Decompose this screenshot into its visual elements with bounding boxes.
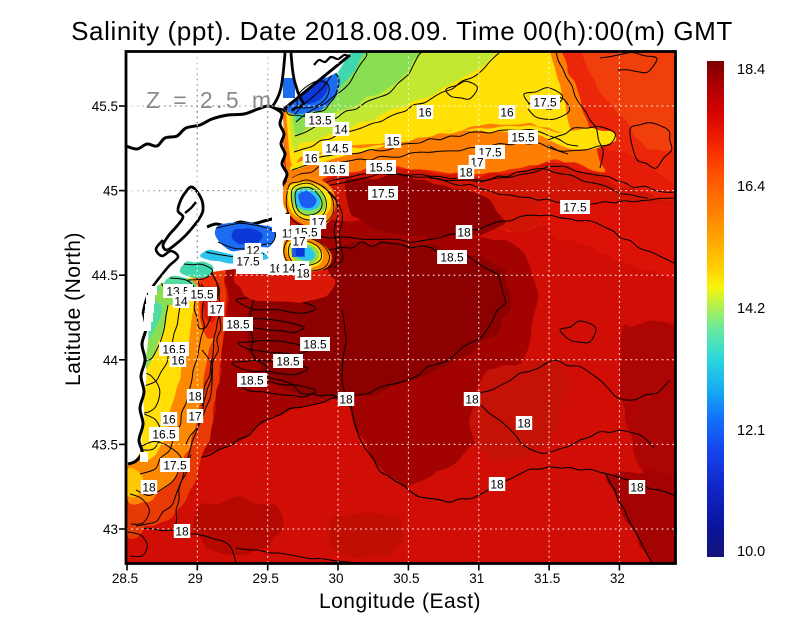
- svg-text:15.5: 15.5: [190, 287, 214, 301]
- svg-text:12: 12: [246, 243, 260, 257]
- svg-text:Latitude (North): Latitude (North): [62, 232, 85, 386]
- svg-text:17.5: 17.5: [563, 200, 587, 214]
- svg-text:13.5: 13.5: [308, 113, 332, 127]
- svg-text:18: 18: [142, 480, 156, 494]
- svg-text:30.5: 30.5: [393, 571, 419, 586]
- svg-text:18.4: 18.4: [737, 62, 765, 78]
- svg-text:16.5: 16.5: [152, 427, 176, 441]
- svg-text:17: 17: [209, 302, 223, 316]
- svg-text:18: 18: [630, 480, 644, 494]
- svg-text:43.5: 43.5: [92, 437, 118, 452]
- svg-text:18.5: 18.5: [276, 354, 300, 368]
- svg-text:12.1: 12.1: [737, 423, 765, 439]
- svg-text:44: 44: [103, 353, 119, 368]
- svg-text:14.5: 14.5: [325, 141, 349, 155]
- svg-text:17.5: 17.5: [163, 458, 187, 472]
- svg-text:14: 14: [174, 294, 188, 308]
- svg-text:32: 32: [610, 571, 625, 586]
- svg-text:18.5: 18.5: [226, 317, 250, 331]
- svg-text:45: 45: [103, 184, 118, 199]
- svg-text:16.5: 16.5: [162, 342, 186, 356]
- svg-text:16.4: 16.4: [737, 179, 765, 195]
- svg-text:18.5: 18.5: [440, 250, 464, 264]
- svg-text:18: 18: [296, 266, 310, 280]
- svg-text:10.0: 10.0: [737, 544, 765, 560]
- svg-text:18: 18: [465, 392, 479, 406]
- svg-text:16: 16: [162, 412, 176, 426]
- svg-text:18: 18: [490, 477, 504, 491]
- svg-text:15.5: 15.5: [369, 160, 393, 174]
- svg-text:17: 17: [292, 234, 306, 248]
- svg-text:18: 18: [339, 392, 353, 406]
- svg-text:18.5: 18.5: [303, 337, 327, 351]
- svg-text:43: 43: [103, 522, 118, 537]
- svg-text:31.5: 31.5: [534, 571, 560, 586]
- svg-text:Z = 2.5 m: Z = 2.5 m: [146, 87, 274, 113]
- svg-text:17: 17: [188, 409, 202, 423]
- svg-text:15.5: 15.5: [511, 130, 535, 144]
- svg-text:14: 14: [334, 122, 348, 136]
- svg-text:18: 18: [457, 225, 471, 239]
- svg-text:16: 16: [418, 105, 432, 119]
- svg-text:30: 30: [328, 571, 343, 586]
- svg-text:15: 15: [386, 134, 400, 148]
- svg-text:18: 18: [188, 389, 202, 403]
- svg-text:Longitude (East): Longitude (East): [319, 590, 481, 613]
- svg-text:18: 18: [175, 524, 189, 538]
- svg-text:17.5: 17.5: [533, 95, 557, 109]
- svg-text:Salinity (ppt). Date 2018.08.0: Salinity (ppt). Date 2018.08.09. Time 00…: [71, 16, 733, 46]
- svg-text:45.5: 45.5: [92, 99, 118, 114]
- svg-text:28.5: 28.5: [112, 571, 138, 586]
- svg-text:16: 16: [171, 353, 185, 367]
- svg-text:16: 16: [304, 151, 318, 165]
- svg-text:16: 16: [500, 105, 514, 119]
- svg-text:16.5: 16.5: [322, 162, 346, 176]
- svg-text:29.5: 29.5: [253, 571, 279, 586]
- svg-text:18: 18: [459, 165, 473, 179]
- svg-text:29: 29: [188, 571, 203, 586]
- svg-text:17.5: 17.5: [371, 186, 395, 200]
- svg-text:17.5: 17.5: [236, 254, 260, 268]
- svg-text:44.5: 44.5: [92, 268, 118, 283]
- svg-text:18.5: 18.5: [240, 373, 264, 387]
- svg-text:31: 31: [469, 571, 484, 586]
- svg-text:18: 18: [517, 416, 531, 430]
- svg-text:14.2: 14.2: [737, 301, 765, 317]
